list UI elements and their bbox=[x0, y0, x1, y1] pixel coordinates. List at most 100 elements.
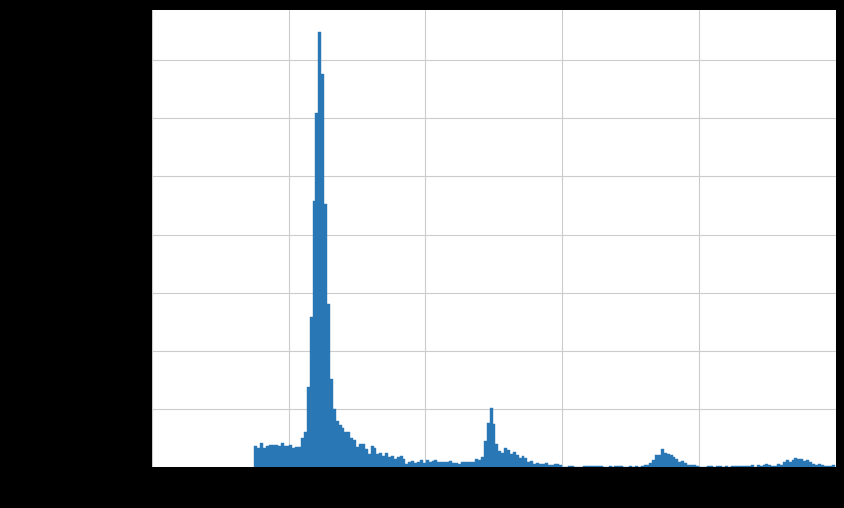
Bar bbox=[643, 465, 647, 467]
Bar bbox=[286, 446, 289, 467]
Bar bbox=[272, 445, 275, 467]
Bar bbox=[548, 464, 550, 467]
Bar bbox=[556, 464, 560, 467]
Bar bbox=[449, 461, 452, 467]
Bar bbox=[301, 438, 304, 467]
Bar bbox=[528, 462, 530, 467]
Bar bbox=[266, 446, 269, 467]
Bar bbox=[475, 459, 478, 467]
Bar bbox=[495, 444, 498, 467]
Bar bbox=[539, 464, 542, 467]
Bar bbox=[391, 456, 394, 467]
Bar bbox=[788, 462, 792, 467]
Bar bbox=[673, 457, 675, 467]
Bar bbox=[324, 204, 327, 467]
Bar bbox=[588, 466, 592, 467]
Bar bbox=[707, 466, 711, 467]
Bar bbox=[359, 443, 362, 467]
Bar bbox=[333, 409, 336, 467]
Bar bbox=[652, 460, 655, 467]
Bar bbox=[745, 466, 748, 467]
Bar bbox=[501, 453, 504, 467]
Bar bbox=[348, 432, 350, 467]
Bar bbox=[762, 464, 766, 467]
Bar bbox=[322, 74, 324, 467]
Bar bbox=[312, 201, 316, 467]
Bar bbox=[809, 462, 812, 467]
Bar bbox=[275, 445, 278, 467]
Bar bbox=[655, 455, 658, 467]
Bar bbox=[522, 456, 524, 467]
Bar bbox=[417, 462, 420, 467]
Bar bbox=[362, 444, 365, 467]
Bar bbox=[592, 466, 594, 467]
Bar bbox=[469, 462, 473, 467]
Bar bbox=[617, 466, 620, 467]
Bar bbox=[725, 466, 728, 467]
Bar bbox=[687, 464, 690, 467]
Bar bbox=[641, 466, 643, 467]
Bar bbox=[554, 464, 556, 467]
Bar bbox=[719, 466, 722, 467]
Bar bbox=[269, 445, 272, 467]
Bar bbox=[304, 431, 306, 467]
Bar bbox=[368, 454, 371, 467]
Bar bbox=[443, 462, 446, 467]
Bar bbox=[490, 408, 493, 467]
Bar bbox=[350, 438, 353, 467]
Bar bbox=[820, 465, 824, 467]
Bar bbox=[806, 460, 809, 467]
Bar bbox=[405, 464, 408, 467]
Bar bbox=[437, 462, 441, 467]
Bar bbox=[647, 465, 649, 467]
Bar bbox=[737, 466, 739, 467]
Bar bbox=[289, 445, 292, 467]
Bar bbox=[365, 450, 368, 467]
Bar bbox=[812, 464, 814, 467]
Bar bbox=[455, 463, 457, 467]
Bar bbox=[467, 462, 469, 467]
Bar bbox=[664, 453, 667, 467]
Bar bbox=[338, 425, 342, 467]
Bar bbox=[484, 440, 487, 467]
Bar bbox=[379, 453, 382, 467]
Bar bbox=[658, 455, 661, 467]
Bar bbox=[544, 463, 548, 467]
Bar bbox=[794, 458, 798, 467]
Bar bbox=[388, 457, 391, 467]
Bar bbox=[498, 451, 501, 467]
Bar bbox=[760, 466, 762, 467]
Bar bbox=[818, 464, 820, 467]
Bar bbox=[629, 466, 632, 467]
Bar bbox=[771, 466, 774, 467]
Bar bbox=[461, 462, 463, 467]
Bar bbox=[342, 428, 344, 467]
Bar bbox=[803, 461, 806, 467]
Bar bbox=[560, 465, 562, 467]
Bar bbox=[679, 462, 681, 467]
Bar bbox=[594, 466, 597, 467]
Bar bbox=[431, 461, 435, 467]
Bar bbox=[353, 440, 356, 467]
Bar bbox=[382, 456, 385, 467]
Bar bbox=[695, 466, 699, 467]
Bar bbox=[316, 113, 318, 467]
Bar bbox=[452, 463, 455, 467]
Bar bbox=[478, 460, 481, 467]
Bar bbox=[824, 466, 826, 467]
Bar bbox=[318, 32, 322, 467]
Bar bbox=[780, 465, 783, 467]
Bar bbox=[620, 466, 623, 467]
Bar bbox=[814, 464, 818, 467]
Bar bbox=[481, 457, 484, 467]
Bar bbox=[524, 458, 528, 467]
Bar bbox=[446, 462, 449, 467]
Bar bbox=[681, 461, 684, 467]
Bar bbox=[675, 459, 679, 467]
Bar bbox=[777, 464, 780, 467]
Bar bbox=[376, 454, 379, 467]
Bar bbox=[504, 448, 507, 467]
Bar bbox=[733, 466, 737, 467]
Bar bbox=[774, 466, 777, 467]
Bar bbox=[356, 447, 359, 467]
